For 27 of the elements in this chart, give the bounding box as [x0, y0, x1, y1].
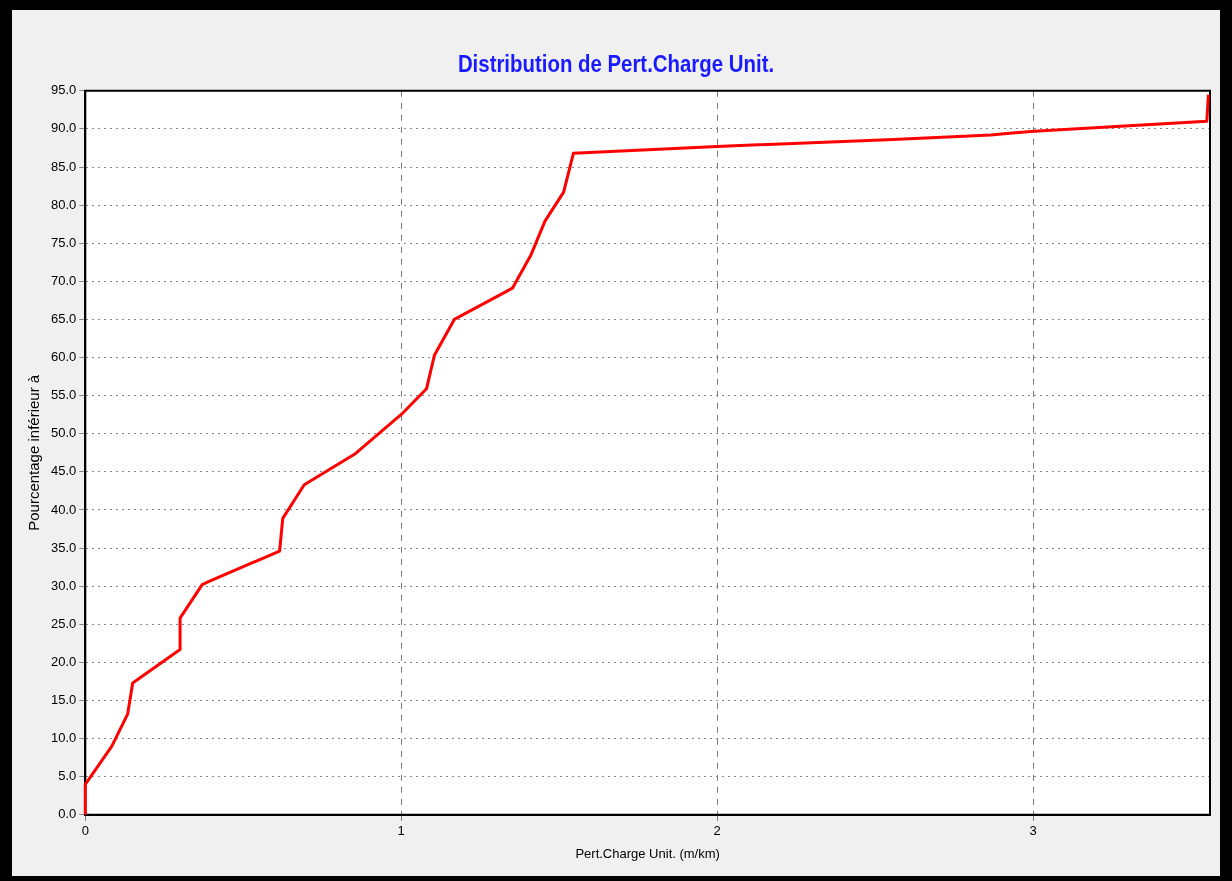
y-tick-label: 75.0 — [50, 234, 77, 250]
y-tick-label: 80.0 — [50, 196, 77, 212]
y-tick-label: 50.0 — [50, 425, 77, 441]
x-tick-label: 3 — [1029, 823, 1037, 839]
y-tick-label: 35.0 — [50, 539, 77, 555]
y-tick-label: 65.0 — [50, 311, 77, 327]
y-tick-label: 85.0 — [50, 158, 77, 174]
y-tick-label: 60.0 — [50, 349, 77, 365]
chart-title: Distribution de Pert.Charge Unit. — [456, 50, 776, 78]
y-tick-label: 25.0 — [50, 615, 77, 631]
x-tick-label: 0 — [81, 823, 89, 839]
y-tick-label: 15.0 — [50, 692, 77, 708]
y-tick-label: 10.0 — [50, 730, 77, 746]
y-tick-label: 20.0 — [50, 653, 77, 669]
y-tick-label: 0.0 — [58, 806, 77, 822]
x-tick-label: 1 — [397, 823, 405, 839]
y-tick-label: 90.0 — [50, 120, 77, 136]
y-tick-label: 45.0 — [50, 463, 77, 479]
y-axis-title: Pourcentage inférieur à — [25, 374, 43, 531]
x-axis-title: Pert.Charge Unit. (m/km) — [575, 845, 720, 861]
y-tick-label: 55.0 — [50, 387, 77, 403]
x-tick-label: 2 — [713, 823, 721, 839]
y-tick-label: 5.0 — [58, 768, 77, 784]
y-tick-label: 40.0 — [50, 501, 77, 517]
y-tick-label: 70.0 — [50, 272, 77, 288]
y-tick-label: 30.0 — [50, 577, 77, 593]
y-tick-label: 95.0 — [50, 82, 77, 98]
